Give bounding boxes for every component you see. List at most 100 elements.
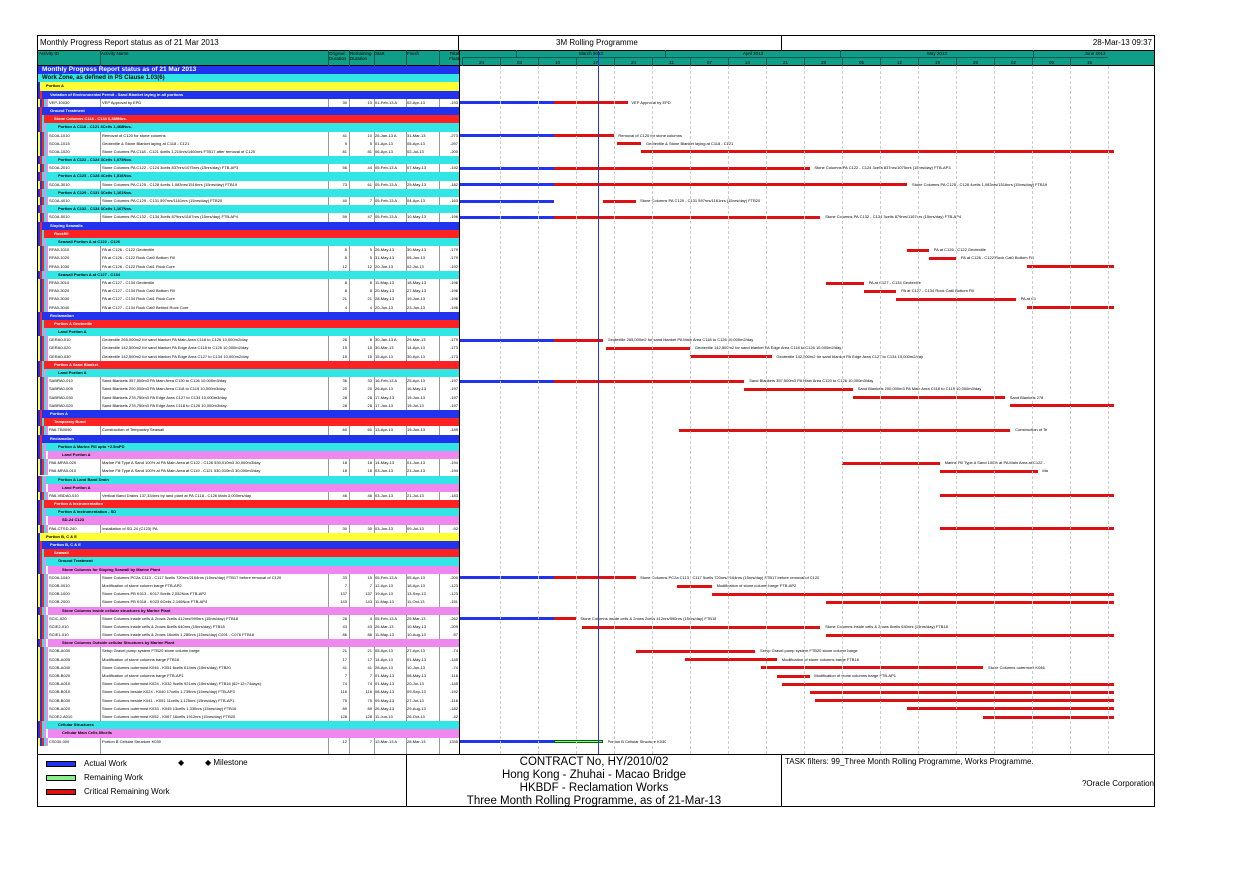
table-row[interactable]: RFA0-3010 PA at C127 - C134 Geotextile 8 8 1…	[38, 278, 1154, 288]
gantt-bar[interactable]	[460, 199, 555, 203]
wbs-band[interactable]: Portion A	[38, 82, 1154, 91]
wbs-band[interactable]: Land Portion A	[38, 450, 1154, 460]
wbs-band[interactable]: Cellular Main Cells 89cells	[38, 729, 1154, 738]
gantt-bar[interactable]	[690, 355, 772, 359]
table-row[interactable]: PA6-CTSD-240 Installation of SD-24 (C123)…	[38, 524, 1154, 533]
col-total-float[interactable]: Total Float	[448, 51, 459, 61]
gantt-bar[interactable]	[983, 715, 1114, 719]
wbs-band[interactable]: Stone Columns for Sloping Seawall by Mar…	[38, 565, 1154, 574]
wbs-band[interactable]: Portion A C122 - C124 3Cells 1,075Nos.	[38, 156, 1154, 165]
gantt-bar[interactable]	[554, 101, 628, 105]
table-row[interactable]: SC0B-B020 Modification of stone columns b…	[38, 672, 1154, 681]
gantt-bar[interactable]	[554, 338, 604, 342]
gantt-bar[interactable]	[809, 691, 1114, 695]
col-original-duration[interactable]: Original Duration	[329, 51, 347, 61]
wbs-band[interactable]: Cellular Structures	[38, 721, 1154, 730]
gantt-bar[interactable]	[641, 150, 1114, 154]
table-row[interactable]: SABRA0-005 Sand Blankets 200,000m3 PA Mai…	[38, 385, 1154, 394]
gantt-bar[interactable]	[825, 600, 1114, 604]
gantt-bar[interactable]	[460, 183, 555, 187]
wbs-band[interactable]: Stone Columns inside cellular structures…	[38, 606, 1154, 615]
gantt-bar[interactable]	[711, 592, 1114, 596]
wbs-band[interactable]: Stone Columns C116 - C134 6,389Nos.	[38, 115, 1154, 124]
gantt-bar[interactable]	[554, 166, 810, 170]
table-row[interactable]: GERA0-020 Geotextile 142,500m2 for sand b…	[38, 344, 1154, 353]
gantt-bar[interactable]	[684, 658, 778, 662]
table-row[interactable]: SC0E2-A010 Stone Columns outermost K052 -…	[38, 713, 1154, 722]
gantt-bar[interactable]	[929, 256, 957, 260]
table-row[interactable]: CS030-000 Portion B Cellular Structure K0…	[38, 737, 1154, 746]
table-row[interactable]: GERA0-030 Geotextile 142,500m2 for sand b…	[38, 352, 1154, 361]
wbs-band[interactable]: Portion A	[38, 409, 1154, 419]
wbs-band[interactable]: Seawall Portion A at C127 - C134	[38, 270, 1154, 279]
gantt-bar[interactable]	[939, 527, 1114, 531]
gantt-bar[interactable]	[939, 494, 1114, 498]
table-row[interactable]: SC0A-1040 Stone Columns PC2a C113 - C117 …	[38, 573, 1154, 582]
gantt-bar[interactable]	[907, 707, 1114, 711]
gantt-bar[interactable]	[460, 166, 555, 170]
gantt-bar[interactable]	[676, 584, 712, 588]
table-row[interactable]: SC0A-4010 Stone Columns PA C129 - C131 59…	[38, 197, 1154, 206]
table-row[interactable]: RFA0-3040 PA at C127 - C134 Rock Cat0 Beh…	[38, 303, 1154, 312]
wbs-band[interactable]: Monthly Progress Report status as of 21 …	[38, 66, 1154, 75]
wbs-band[interactable]: Portion A C118 - C121 4Cells 1,468Nos.	[38, 123, 1154, 132]
wbs-band[interactable]: Portion A Land Band Drain	[38, 475, 1154, 484]
table-row[interactable]: RFA0-1020 PA at C126 - C122 Rock Cat0 Bot…	[38, 254, 1154, 263]
wbs-band[interactable]: Portion A C132 - C134 3Cells 1,167Nos.	[38, 205, 1154, 214]
table-row[interactable]: SC0A-1010 Removal of C120 for stone colum…	[38, 131, 1154, 140]
wbs-band[interactable]: Work Zone, as defined in PS Clause 1.03(…	[38, 74, 1154, 83]
table-row[interactable]: GERA0-010 Geotextile 265,000m2 for sand b…	[38, 336, 1154, 345]
wbs-band[interactable]: Ground Treatment	[38, 106, 1154, 116]
gantt-bar[interactable]	[460, 101, 555, 105]
table-row[interactable]: RFA0-1010 PA at C126 - C122 Geotextile 5 5 2…	[38, 246, 1154, 255]
gantt-bar[interactable]	[581, 625, 821, 629]
table-row[interactable]: SC0B-A010 Stone Columns outermost K024 - …	[38, 680, 1154, 689]
table-row[interactable]: SC0B-0010 Modification of stone column ba…	[38, 581, 1154, 591]
wbs-band[interactable]: Portion A Instrumentation	[38, 500, 1154, 509]
table-row[interactable]: VEP-10030 VEP Approval by EPD 30 13 01-Feb-1…	[38, 98, 1154, 107]
gantt-bar[interactable]	[460, 576, 555, 580]
table-row[interactable]: SABRA0-010 Sand Blankets 357,500m3 PA Mai…	[38, 377, 1154, 386]
wbs-band[interactable]: Ground Treatment	[38, 557, 1154, 566]
table-row[interactable]: SC0B-A040 Stone Columns outermost K046 - …	[38, 663, 1154, 673]
gantt-bar[interactable]	[635, 650, 756, 654]
table-row[interactable]: SC0B-2000 Stone Columns PB K018 - K023 6C…	[38, 598, 1154, 607]
col-start[interactable]: Start	[375, 51, 385, 56]
table-row[interactable]: SC0A-3010 Stone Columns PA C125 - C128 4c…	[38, 180, 1154, 189]
wbs-band[interactable]: Stone Columns Outside cellular Structure…	[38, 639, 1154, 648]
wbs-band[interactable]: Seawall	[38, 549, 1154, 558]
wbs-band[interactable]: Land Portion A	[38, 369, 1154, 378]
gantt-bar[interactable]	[606, 347, 691, 351]
wbs-band[interactable]: Seawall Portion A at C122 - C126	[38, 237, 1154, 247]
table-row[interactable]: SCIE1-010 Stone Columns inside cells & 2r…	[38, 631, 1154, 640]
table-row[interactable]: RFA0-1030 PA at C126 - C122 Rock Cat1 Roc…	[38, 262, 1154, 271]
wbs-band[interactable]: Portion A C129 - C131 3Cells 1,161Nos.	[38, 188, 1154, 198]
wbs-band[interactable]: Portion A Sand Blanket	[38, 360, 1154, 370]
table-row[interactable]: SCIC-020 Stone Columns inside cells & 2ro…	[38, 614, 1154, 623]
gantt-bar[interactable]	[554, 183, 908, 187]
gantt-bar[interactable]	[939, 469, 1038, 473]
wbs-band[interactable]: Portion A C125 - C128 4Cells 1,516Nos.	[38, 172, 1154, 181]
table-row[interactable]: SC0B-A030 Setup Gravel pump system FTB20 …	[38, 647, 1154, 656]
col-activity-id[interactable]: Activity ID	[39, 51, 60, 56]
gantt-bar[interactable]	[460, 216, 555, 219]
wbs-band[interactable]: Rockfill	[38, 229, 1154, 238]
gantt-bar[interactable]	[760, 666, 984, 670]
gantt-bar[interactable]	[853, 396, 1006, 400]
wbs-band[interactable]: Land Portion A	[38, 328, 1154, 337]
wbs-band[interactable]: Variation of Environmental Permit - Sand…	[38, 90, 1154, 99]
gantt-bar[interactable]	[460, 134, 555, 138]
table-row[interactable]: SC0B-B010 Stone Columns beside K024 - K04…	[38, 688, 1154, 697]
gantt-bar[interactable]	[825, 633, 1114, 637]
wbs-band[interactable]: Portion A Instrumentation - SD	[38, 508, 1154, 517]
table-row[interactable]: SC0A-5010 Stone Columns PA C132 - C134 3c…	[38, 213, 1154, 222]
gantt-bar[interactable]	[1010, 404, 1114, 408]
gantt-bar[interactable]	[825, 281, 864, 285]
gantt-bar[interactable]	[679, 428, 1011, 432]
gantt-bar[interactable]	[777, 674, 810, 678]
wbs-band[interactable]: Land Portion A	[38, 483, 1154, 492]
gantt-bar[interactable]	[554, 134, 615, 138]
col-remaining-duration[interactable]: Remaining Duration	[350, 51, 372, 61]
table-row[interactable]: PA6-MFA0-010 Marine Fill Type A Sand 100%…	[38, 467, 1154, 476]
table-row[interactable]: PA6-VBDA0-010 Vertical Band Drains 137,33…	[38, 491, 1154, 501]
